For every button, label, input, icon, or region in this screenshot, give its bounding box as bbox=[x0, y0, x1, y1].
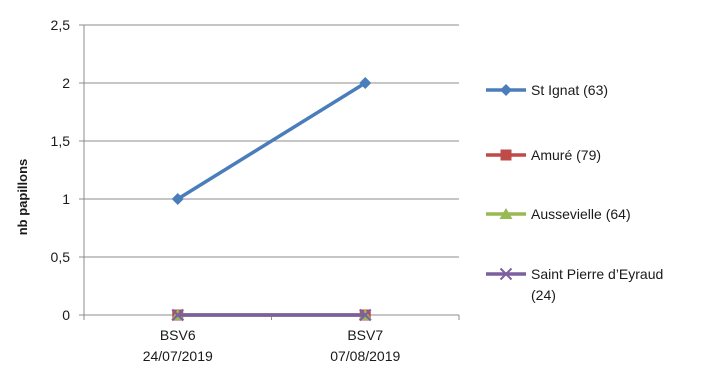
x-tick-labels: BSV6 24/07/2019 BSV7 07/08/2019 bbox=[143, 327, 401, 364]
legend-marker bbox=[500, 84, 512, 96]
x-tick-label: BSV7 07/08/2019 bbox=[330, 327, 400, 364]
data-point bbox=[359, 308, 372, 322]
y-tick-label: 1,5 bbox=[51, 133, 71, 149]
y-axis-label: nb papillons bbox=[15, 159, 30, 236]
y-tick-label: 0,5 bbox=[51, 249, 71, 265]
data-point bbox=[171, 193, 184, 205]
y-tick-label: 1 bbox=[62, 191, 70, 207]
x-tick-label: BSV6 24/07/2019 bbox=[143, 327, 213, 364]
data-point bbox=[171, 308, 184, 322]
axes bbox=[79, 24, 460, 320]
legend-label: Amuré (79) bbox=[531, 147, 601, 163]
data-point bbox=[359, 77, 372, 89]
legend-label: St Ignat (63) bbox=[531, 82, 608, 98]
legend-marker bbox=[499, 208, 513, 219]
y-tick-label: 2,5 bbox=[51, 17, 71, 33]
legend-label: Aussevielle (64) bbox=[531, 206, 631, 222]
y-tick-label: 0 bbox=[62, 307, 70, 323]
legend-item: St Ignat (63) bbox=[486, 82, 608, 98]
series-lines bbox=[171, 77, 372, 322]
series-line bbox=[176, 81, 367, 201]
legend-marker bbox=[499, 267, 513, 281]
y-tick-labels: 0 0,5 1 1,5 2 2,5 bbox=[51, 17, 71, 323]
legend-item: Amuré (79) bbox=[486, 147, 601, 163]
legend-item: Aussevielle (64) bbox=[486, 206, 631, 222]
y-tick-label: 2 bbox=[62, 75, 70, 91]
legend-item: Saint Pierre d’Eyraud (24) bbox=[486, 266, 663, 303]
legend-label: Saint Pierre d’Eyraud (24) bbox=[531, 266, 663, 303]
legend-marker bbox=[500, 149, 512, 161]
legend: St Ignat (63) Amuré (79) Aussevielle (64) S… bbox=[486, 82, 663, 303]
